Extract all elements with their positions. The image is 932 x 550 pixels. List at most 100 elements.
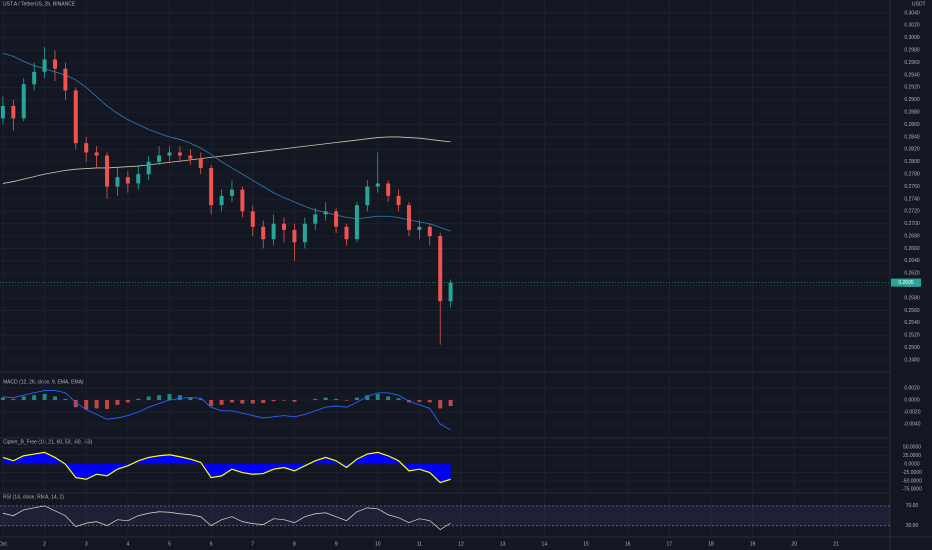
rsi-band	[0, 505, 890, 526]
candle-body	[136, 174, 141, 184]
y-tick-label: 0.2980	[904, 48, 920, 54]
histogram-bar	[229, 400, 234, 403]
candle-body	[73, 90, 78, 144]
histogram-bar	[0, 397, 5, 400]
y-tick-label: 0.3020	[904, 23, 920, 29]
y-tick-label: 0.0020	[904, 385, 920, 391]
histogram-bar	[167, 394, 172, 400]
candle-body	[292, 229, 297, 243]
y-tick-label: 0.2620	[904, 271, 920, 277]
y-tick-label: 0.2480	[904, 357, 920, 363]
macd-title: MACD (12, 26, close, 9, EMA, EMA)	[3, 379, 84, 385]
candle-body	[344, 226, 349, 240]
x-tick-label: 5	[168, 541, 171, 547]
y-tick-label: -75.0000	[902, 487, 922, 493]
histogram-bar	[386, 396, 391, 400]
indicator-line	[2, 52, 451, 232]
candle-body	[198, 158, 203, 168]
candle-body	[52, 59, 57, 69]
candle-body	[250, 211, 255, 227]
candle-body	[209, 167, 214, 206]
indicator-line	[2, 451, 451, 484]
histogram-bar	[157, 395, 162, 400]
x-tick-label: 10	[375, 541, 381, 547]
histogram-bar	[396, 398, 401, 400]
y-tick-label: 0.2840	[904, 134, 920, 140]
x-tick-label: 3	[85, 541, 88, 547]
y-tick-label: -50.0000	[902, 478, 922, 484]
histogram-bar	[21, 396, 26, 400]
y-tick-label: 0.2860	[904, 122, 920, 128]
histogram-bar	[427, 400, 432, 403]
y-tick-label: 0.0000	[904, 397, 920, 403]
y-tick-label: 0.2780	[904, 171, 920, 177]
x-tick-label: 19	[750, 541, 756, 547]
histogram-bar	[105, 400, 110, 409]
candle-body	[271, 223, 276, 240]
candle-body	[177, 152, 182, 156]
x-tick-label: 9	[335, 541, 338, 547]
candle-body	[323, 211, 328, 215]
histogram-bar	[188, 397, 193, 400]
histogram-bar	[177, 395, 182, 400]
rsi-title: RSI (14, close, RMA, 14, 2)	[3, 494, 64, 500]
histogram-bar	[11, 398, 16, 400]
x-tick-label: 14	[542, 541, 548, 547]
indicator-line	[2, 389, 451, 431]
y-tick-label: 0.0000	[904, 461, 920, 467]
y-tick-label: -0.0020	[904, 409, 921, 415]
x-tick-label: 13	[500, 541, 506, 547]
histogram-bar	[209, 400, 214, 406]
x-tick-label: 18	[708, 541, 714, 547]
oscillator-area	[2, 452, 451, 483]
histogram-bar	[125, 400, 130, 403]
x-tick-label: 2	[43, 541, 46, 547]
y-tick-label: 0.2520	[904, 333, 920, 339]
y-tick-label: 0.2920	[904, 85, 920, 91]
y-tick-label: 0.2560	[904, 308, 920, 314]
histogram-bar	[271, 400, 276, 402]
candle-body	[63, 68, 68, 91]
candle-body	[115, 177, 120, 187]
histogram-bar	[261, 400, 266, 403]
candle-body	[396, 195, 401, 206]
candle-body	[438, 236, 443, 302]
y-tick-label: 0.2640	[904, 258, 920, 264]
x-tick-label: 11	[417, 541, 422, 547]
candle-body	[313, 214, 318, 224]
candle-body	[375, 183, 380, 187]
histogram-bar	[282, 400, 287, 401]
histogram-bar	[417, 400, 422, 402]
y-tick-label: 0.2500	[904, 345, 920, 351]
candle-body	[146, 161, 151, 175]
indicator-line	[2, 136, 451, 184]
histogram-bar	[84, 400, 89, 410]
candle-body	[240, 189, 245, 212]
y-tick-label: 50.0000	[903, 445, 921, 451]
candle-body	[365, 186, 370, 206]
y-tick-label: 0.2540	[904, 320, 920, 326]
y-tick-label: 0.2960	[904, 60, 920, 66]
y-tick-label: 0.2880	[904, 109, 920, 115]
candle-body	[32, 71, 37, 85]
y-tick-label: 30.00	[906, 523, 919, 529]
y-tick-label: 0.2740	[904, 196, 920, 202]
histogram-bar	[354, 397, 359, 400]
candle-body	[302, 223, 307, 243]
histogram-bar	[198, 398, 203, 400]
currency-label: USDT	[912, 1, 926, 7]
y-tick-label: 0.2940	[904, 72, 920, 78]
histogram-bar	[375, 394, 380, 400]
histogram-bar	[115, 400, 120, 405]
histogram-bar	[313, 398, 318, 400]
x-tick-label: Oct	[0, 541, 7, 547]
histogram-bar	[240, 400, 245, 404]
indicator-line	[2, 505, 451, 530]
y-tick-label: 0.2800	[904, 159, 920, 165]
candle-body	[84, 143, 89, 153]
y-tick-label: 0.2580	[904, 295, 920, 301]
histogram-bar	[344, 400, 349, 401]
